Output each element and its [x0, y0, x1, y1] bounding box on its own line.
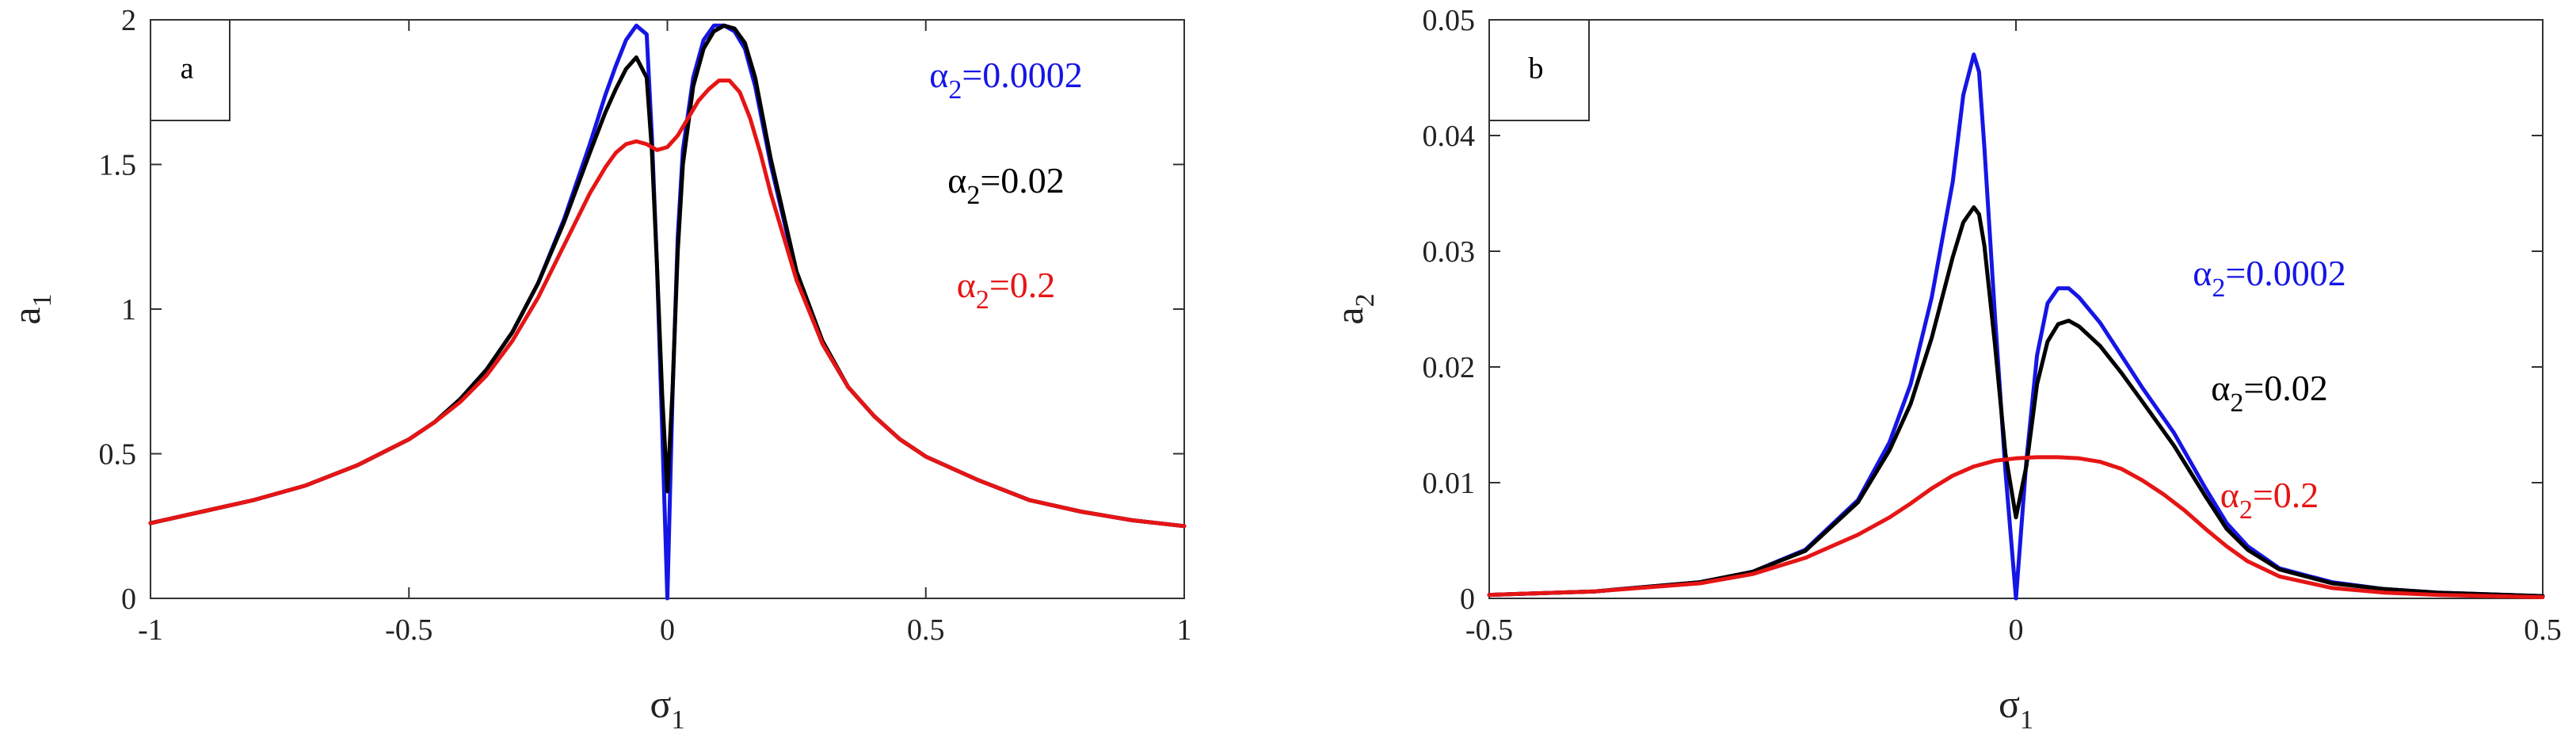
legend-entry-1: α2=0.0002	[929, 55, 1083, 105]
plot-frame	[150, 19, 1185, 599]
y-axis-label: a2	[1327, 293, 1380, 324]
y-tick-label: 1	[121, 293, 136, 327]
legend-entry-2: α2=0.02	[2211, 368, 2328, 418]
panel-a: -1 -0.5 0 0.5 1 0 0.5 1 1.5 2 a α2=0.0002 α2=0.02 α2=…	[4, 4, 1192, 735]
legend-entry-2: α2=0.02	[947, 160, 1065, 210]
x-tick-label: -1	[138, 613, 163, 647]
x-axis-label: σ1	[1999, 682, 2033, 735]
panel-b: -0.5 0 0.500.010.020.030.040.05bα2=0.0002α…	[1327, 4, 2562, 735]
legend-entry-1: α2=0.0002	[2193, 253, 2346, 303]
panel-tag-box	[1488, 19, 1590, 121]
y-tick-label: 0.01	[1423, 467, 1476, 500]
legend-entry-3: α2=0.2	[2220, 475, 2319, 525]
x-tick-label: 0	[660, 613, 675, 647]
y-tick-label: 0.04	[1423, 120, 1476, 153]
y-tick-label: 0.03	[1423, 235, 1476, 269]
series-line-1	[148, 23, 1187, 601]
series-line-3	[148, 78, 1187, 529]
y-tick-label: 0.05	[1423, 4, 1476, 37]
y-tick-label: 0	[121, 583, 136, 616]
y-tick-label: 0	[1460, 583, 1475, 616]
x-axis-label: σ1	[650, 682, 685, 735]
series-line-3	[1487, 455, 2545, 599]
panel-tag: b	[1529, 52, 1544, 86]
x-tick-label: -0.5	[385, 613, 433, 647]
y-tick-label: 0.5	[99, 438, 137, 472]
series-line-2	[1487, 205, 2545, 598]
x-tick-label: 0	[2009, 613, 2024, 647]
panel-tag-box	[150, 19, 231, 121]
x-tick-label: 0.5	[2524, 613, 2562, 647]
y-tick-label: 0.02	[1423, 351, 1476, 384]
x-tick-label: 0.5	[907, 613, 945, 647]
x-tick-label: -0.5	[1465, 613, 1513, 647]
panel-tag: a	[181, 52, 194, 86]
x-tick-label: 1	[1177, 613, 1192, 647]
legend-entry-3: α2=0.2	[957, 265, 1056, 315]
y-tick-label: 1.5	[99, 149, 137, 182]
y-axis-label: a1	[4, 293, 57, 324]
y-tick-label: 2	[121, 4, 136, 37]
